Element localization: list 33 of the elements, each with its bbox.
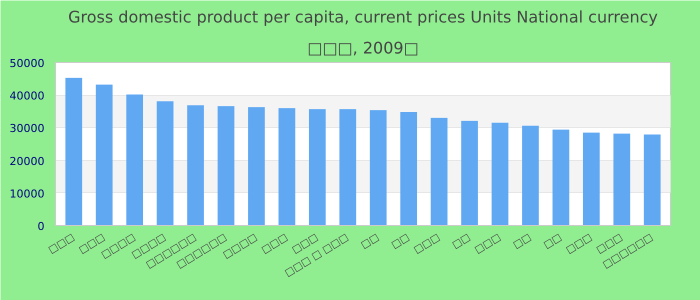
y-tick-label: 30000	[10, 122, 45, 136]
bar	[248, 107, 265, 226]
x-tick-label: □□	[542, 232, 564, 252]
bar	[582, 132, 600, 226]
bar	[187, 105, 204, 226]
bar	[522, 126, 539, 226]
bar	[492, 122, 508, 226]
bar	[370, 110, 387, 226]
y-tick-label: 40000	[10, 90, 45, 103]
bar	[96, 84, 113, 226]
x-tick-label: □□	[390, 232, 412, 252]
bar	[430, 118, 448, 226]
bar	[644, 134, 661, 226]
bar	[461, 120, 478, 226]
bar	[400, 112, 418, 226]
bar	[278, 108, 296, 226]
bar	[218, 106, 234, 226]
bar	[552, 130, 570, 226]
y-tick-label: 0	[38, 220, 44, 233]
y-tick-label: 50000	[10, 57, 45, 70]
bar	[613, 134, 630, 226]
x-tick-label: □□	[450, 232, 472, 252]
bar	[339, 109, 356, 226]
chart-title: Gross domestic product per capita, current prices Units National currency	[68, 8, 658, 26]
chart-subtitle: □□□, 2009□	[307, 38, 419, 58]
bar	[126, 94, 144, 226]
bar	[65, 78, 82, 226]
bar	[156, 101, 174, 226]
y-tick-label: 10000	[10, 187, 45, 200]
x-tick-label: □□	[511, 232, 534, 252]
bar	[308, 109, 326, 226]
y-tick-label: 20000	[10, 154, 45, 168]
x-tick-label: □□	[359, 232, 382, 252]
